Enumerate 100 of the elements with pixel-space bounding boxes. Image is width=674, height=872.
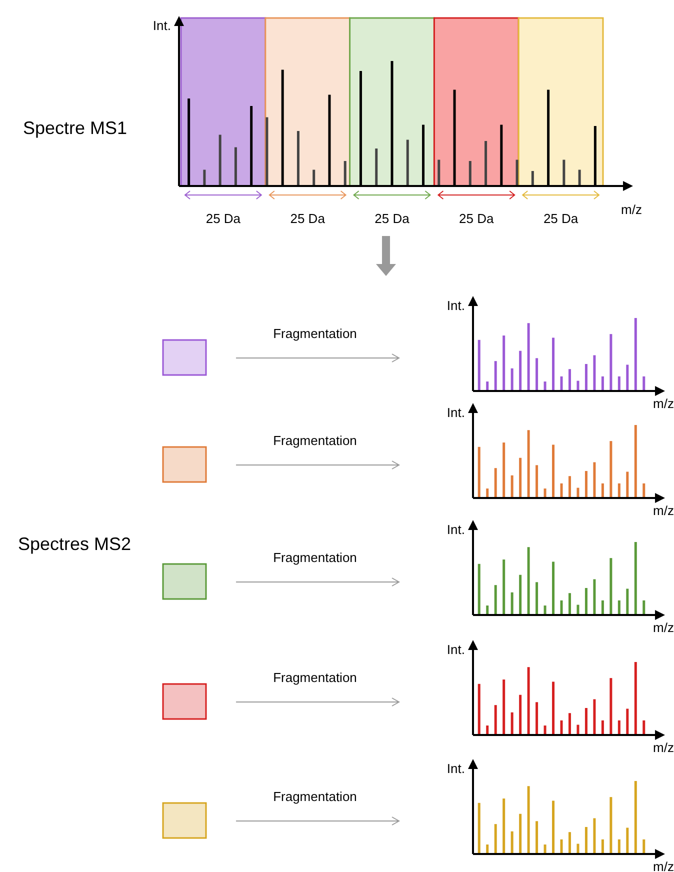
bar bbox=[438, 160, 440, 186]
bar bbox=[618, 720, 620, 735]
x-axis-title: m/z bbox=[653, 740, 674, 755]
bar bbox=[527, 430, 530, 498]
bar bbox=[296, 131, 300, 186]
bar bbox=[510, 592, 514, 615]
bar bbox=[642, 720, 646, 735]
bar bbox=[584, 588, 588, 615]
bar bbox=[642, 839, 646, 854]
text: Fragmentation bbox=[273, 789, 357, 804]
bar bbox=[578, 170, 581, 186]
bar bbox=[560, 839, 563, 854]
bar bbox=[502, 680, 506, 735]
bar bbox=[502, 442, 506, 498]
bar bbox=[610, 797, 612, 854]
bar bbox=[478, 684, 480, 735]
x-axis-title: m/z bbox=[621, 202, 642, 217]
text: 25 Da bbox=[459, 211, 495, 226]
text: Spectre MS1 bbox=[23, 118, 128, 138]
bar bbox=[312, 170, 316, 186]
bar bbox=[642, 600, 646, 615]
bar bbox=[560, 376, 563, 391]
bar bbox=[560, 600, 563, 615]
bar bbox=[626, 828, 629, 854]
bar bbox=[626, 364, 629, 391]
bar bbox=[568, 369, 571, 391]
bar bbox=[468, 161, 472, 186]
text: 25 Da bbox=[290, 211, 326, 226]
text: 25 Da bbox=[543, 211, 579, 226]
x-axis-title: m/z bbox=[653, 396, 674, 411]
x-axis-title: m/z bbox=[653, 620, 674, 635]
text: 25 Da bbox=[374, 211, 410, 226]
bar bbox=[218, 134, 222, 186]
bar bbox=[610, 558, 612, 615]
bar bbox=[536, 821, 538, 854]
bar bbox=[626, 588, 629, 615]
bar bbox=[494, 824, 497, 854]
text: Fragmentation bbox=[273, 433, 357, 448]
bar bbox=[601, 600, 604, 615]
bar bbox=[552, 562, 555, 615]
bar bbox=[552, 338, 555, 391]
bar bbox=[618, 376, 620, 391]
bar bbox=[562, 160, 566, 186]
bar bbox=[593, 355, 596, 391]
bar bbox=[626, 708, 629, 735]
bar bbox=[618, 483, 620, 498]
bar bbox=[510, 831, 514, 854]
bar bbox=[527, 667, 530, 735]
y-axis-title: Int. bbox=[446, 298, 465, 313]
bar bbox=[568, 832, 571, 854]
bar bbox=[593, 462, 596, 498]
bar bbox=[536, 358, 538, 391]
bar bbox=[494, 585, 497, 615]
x-axis-title: m/z bbox=[653, 503, 674, 518]
y-axis-title: Int. bbox=[446, 761, 465, 776]
bar bbox=[626, 472, 629, 498]
bar bbox=[406, 140, 409, 186]
bar bbox=[568, 593, 571, 615]
bar bbox=[601, 839, 604, 854]
bar bbox=[375, 148, 378, 186]
bar bbox=[484, 141, 488, 186]
text: Fragmentation bbox=[273, 326, 357, 341]
bar bbox=[610, 678, 612, 735]
bar bbox=[203, 170, 206, 186]
bar bbox=[344, 161, 346, 186]
y-axis-title: Int. bbox=[446, 405, 465, 420]
bar bbox=[266, 117, 268, 186]
bar bbox=[510, 368, 514, 391]
bar bbox=[519, 574, 522, 615]
bar bbox=[593, 699, 596, 735]
bar bbox=[601, 483, 604, 498]
bar bbox=[519, 458, 522, 498]
bar bbox=[618, 600, 620, 615]
bar bbox=[552, 800, 555, 854]
bar bbox=[536, 582, 538, 615]
bar bbox=[478, 340, 480, 391]
bar bbox=[642, 483, 646, 498]
bar bbox=[531, 171, 534, 186]
bar bbox=[560, 720, 563, 735]
bar bbox=[610, 334, 612, 391]
y-axis-title: Int. bbox=[446, 522, 465, 537]
y-axis-title: Int. bbox=[446, 642, 465, 657]
bar bbox=[593, 818, 596, 854]
bar bbox=[527, 547, 530, 615]
bar bbox=[552, 444, 555, 498]
bar bbox=[584, 364, 588, 391]
text: Fragmentation bbox=[273, 670, 357, 685]
bar bbox=[478, 446, 480, 498]
text: 25 Da bbox=[206, 211, 242, 226]
bar bbox=[519, 814, 522, 854]
bar bbox=[502, 798, 506, 854]
bar bbox=[634, 542, 637, 615]
bar bbox=[584, 708, 588, 735]
bar bbox=[601, 720, 604, 735]
bar bbox=[478, 564, 480, 615]
bar bbox=[527, 323, 530, 391]
bar bbox=[478, 802, 480, 854]
bar bbox=[593, 579, 596, 615]
bar bbox=[527, 786, 530, 854]
bar bbox=[536, 702, 538, 735]
